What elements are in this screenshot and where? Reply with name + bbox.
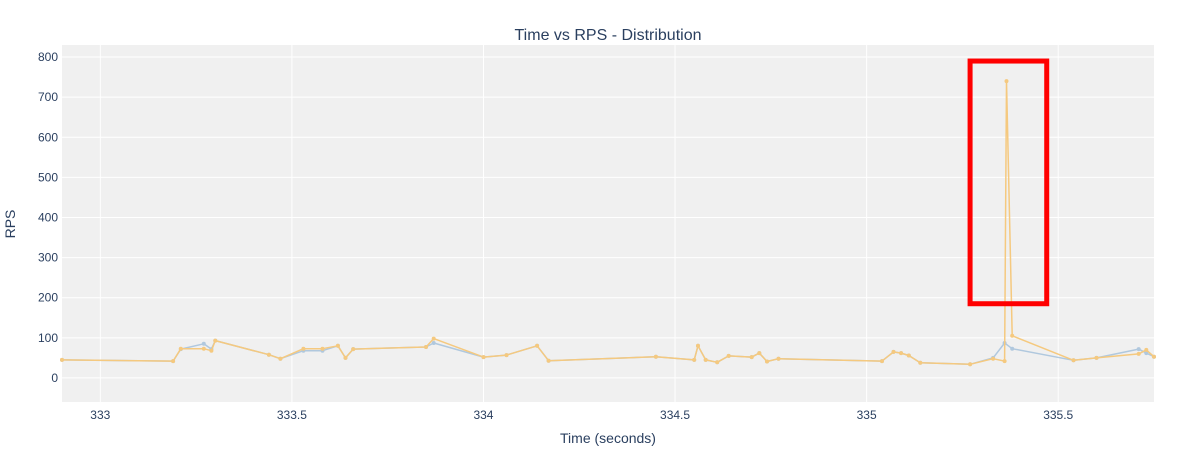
- series-1: [60, 79, 1156, 367]
- data-point: [431, 341, 436, 345]
- data-point: [201, 346, 206, 351]
- data-point: [1144, 347, 1149, 352]
- gridlines: [62, 45, 1154, 402]
- highlight-box: [967, 58, 1050, 307]
- y-tick-label: 200: [38, 291, 58, 305]
- data-point: [278, 356, 283, 361]
- data-point: [715, 360, 720, 365]
- data-point: [765, 359, 769, 364]
- data-point: [757, 351, 762, 356]
- plot-area: [62, 45, 1154, 402]
- series-layer: [60, 79, 1156, 367]
- y-tick-label: 800: [38, 50, 58, 64]
- data-point: [60, 357, 64, 362]
- data-point: [899, 351, 904, 356]
- data-point: [880, 359, 884, 364]
- y-tick-label: 600: [38, 130, 58, 144]
- data-point: [653, 354, 658, 359]
- data-point: [201, 341, 206, 346]
- data-point: [301, 346, 306, 351]
- data-point: [1010, 333, 1015, 338]
- data-point: [692, 357, 697, 362]
- y-axis-title: RPS: [2, 210, 18, 239]
- y-tick-label: 100: [38, 331, 58, 345]
- data-point: [171, 359, 176, 364]
- data-point: [776, 356, 781, 361]
- data-point: [968, 362, 973, 367]
- data-point: [431, 336, 436, 341]
- data-point: [991, 356, 996, 361]
- y-tick-label: 500: [38, 170, 58, 184]
- y-axis-ticks: 0 100 200 300 400 500 600 700 800: [38, 50, 58, 385]
- data-point: [906, 353, 911, 358]
- data-point: [1136, 351, 1141, 356]
- data-point: [209, 348, 214, 353]
- data-point: [535, 343, 540, 348]
- data-point: [546, 358, 551, 363]
- x-tick-label: 333.5: [277, 408, 307, 422]
- data-point: [1004, 79, 1009, 84]
- y-tick-label: 400: [38, 210, 58, 224]
- data-point: [1144, 351, 1149, 356]
- x-axis-title: Time (seconds): [560, 430, 656, 446]
- x-tick-label: 334.5: [660, 408, 690, 422]
- data-point: [891, 349, 896, 354]
- x-axis-ticks: 333 333.5 334 334.5 335 335.5: [90, 408, 1073, 422]
- data-point: [1002, 359, 1007, 364]
- annotation-layer: [967, 58, 1050, 307]
- data-point: [343, 355, 348, 360]
- data-point: [266, 352, 271, 357]
- data-point: [918, 360, 923, 365]
- data-point: [351, 347, 356, 352]
- x-tick-label: 335.5: [1043, 408, 1073, 422]
- y-tick-label: 300: [38, 251, 58, 265]
- data-point: [696, 343, 700, 348]
- data-point: [1152, 354, 1156, 359]
- data-point: [703, 357, 708, 362]
- data-point: [335, 343, 340, 348]
- data-point: [1010, 346, 1015, 351]
- x-tick-label: 335: [857, 408, 877, 422]
- data-point: [504, 353, 509, 358]
- data-point: [1136, 347, 1141, 352]
- y-tick-label: 0: [51, 371, 58, 385]
- data-point: [749, 355, 754, 360]
- data-point: [178, 346, 183, 351]
- y-tick-label: 700: [38, 90, 58, 104]
- data-point: [1071, 358, 1076, 363]
- data-point: [726, 353, 731, 358]
- chart-title: Time vs RPS - Distribution: [515, 27, 702, 44]
- data-point: [424, 345, 428, 349]
- data-point: [1094, 355, 1099, 360]
- x-tick-label: 334: [473, 408, 493, 422]
- data-point: [320, 346, 325, 351]
- data-point: [481, 355, 486, 360]
- data-point: [213, 338, 218, 343]
- x-tick-label: 333: [90, 408, 110, 422]
